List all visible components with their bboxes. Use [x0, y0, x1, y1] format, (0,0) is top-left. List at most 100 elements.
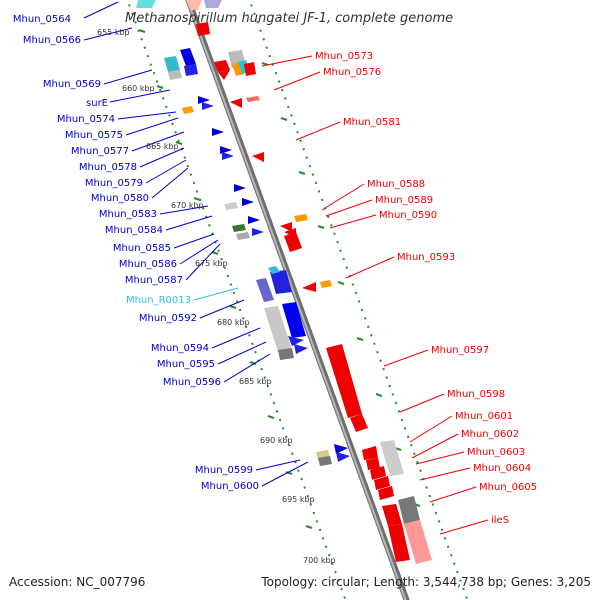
gene-label[interactable]: Mhun_0594: [151, 343, 209, 354]
gene-feature: [168, 70, 182, 80]
gene-feature: [326, 344, 362, 418]
gene-feature: [336, 452, 350, 462]
gene-label[interactable]: Mhun_0584: [105, 225, 163, 236]
gene-feature: [362, 446, 378, 460]
gene-label[interactable]: Mhun_0602: [461, 429, 519, 440]
track-ticks: [138, 29, 421, 529]
gene-label[interactable]: Mhun_0576: [323, 67, 381, 78]
gene-label[interactable]: Mhun_0604: [473, 463, 531, 474]
reverse-strand-features: [136, 0, 350, 466]
kbp-tick-label: 675 kbp: [195, 259, 228, 268]
genome-backbone: [185, 0, 410, 600]
gene-label[interactable]: Mhun_0588: [367, 179, 425, 190]
gene-feature: [264, 306, 292, 352]
gene-feature: [222, 152, 234, 160]
kbp-tick-label: 665 kbp: [146, 142, 179, 151]
gene-feature: [294, 344, 308, 354]
gene-feature: [374, 476, 390, 490]
gene-label[interactable]: Mhun_0595: [157, 359, 215, 370]
label-leaders: [83, 1, 489, 535]
gene-feature: [230, 98, 242, 108]
gene-label[interactable]: Mhun_0577: [71, 146, 129, 157]
gene-label[interactable]: Mhun_R0013: [126, 295, 191, 306]
kbp-tick-label: 660 kbp: [122, 84, 155, 93]
genome-summary-text: Topology: circular; Length: 3,544,738 bp…: [260, 575, 591, 589]
gene-label[interactable]: Mhun_0573: [315, 51, 373, 62]
gene-feature: [366, 458, 380, 470]
gene-feature: [282, 302, 306, 338]
gene-label[interactable]: Mhun_0569: [43, 79, 101, 90]
gene-feature: [236, 232, 250, 240]
kbp-tick-label: 655 kbp: [97, 28, 130, 37]
gene-label[interactable]: Mhun_0600: [201, 481, 259, 492]
gene-feature: [220, 146, 232, 154]
gene-label[interactable]: Mhun_0593: [397, 252, 455, 263]
forward-strand-features: [186, 0, 432, 564]
gene-feature: [184, 64, 198, 76]
gene-label[interactable]: Mhun_0579: [85, 178, 143, 189]
gene-label[interactable]: Mhun_0574: [57, 114, 115, 125]
gene-feature: [246, 96, 260, 102]
gene-feature: [198, 96, 210, 104]
gene-feature: [278, 348, 294, 360]
gene-label[interactable]: Mhun_0599: [195, 465, 253, 476]
gene-label[interactable]: Mhun_0598: [447, 389, 505, 400]
gene-label[interactable]: Mhun_0581: [343, 117, 401, 128]
gene-feature: [350, 414, 368, 432]
gene-feature: [318, 456, 332, 466]
gene-feature: [196, 22, 210, 36]
gene-feature: [248, 216, 260, 224]
gene-label[interactable]: Mhun_0596: [163, 377, 221, 388]
gene-label[interactable]: Mhun_0590: [379, 210, 437, 221]
kbp-tick-label: 685 kbp: [239, 377, 272, 386]
gene-label[interactable]: Mhun_0564: [13, 14, 71, 25]
gene-label[interactable]: surE: [86, 98, 108, 109]
gene-feature: [252, 152, 264, 162]
gene-label[interactable]: Mhun_0585: [113, 243, 171, 254]
gene-label[interactable]: Mhun_0580: [91, 193, 149, 204]
gene-label[interactable]: Mhun_0605: [479, 482, 537, 493]
gene-label[interactable]: Mhun_0578: [79, 162, 137, 173]
gene-feature: [380, 440, 404, 476]
kbp-tick-label: 700 kbp: [303, 556, 336, 565]
gene-feature: [234, 184, 246, 192]
map-title: Methanospirillum hungatei JF-1, complete…: [125, 11, 453, 26]
gene-feature: [218, 70, 230, 80]
gene-label[interactable]: Mhun_0586: [119, 259, 177, 270]
gene-feature: [270, 270, 292, 294]
gene-label[interactable]: ileS: [491, 515, 509, 526]
gene-feature: [288, 336, 304, 346]
kbp-tick-label: 690 kbp: [260, 436, 293, 445]
gene-label[interactable]: Mhun_0601: [455, 411, 513, 422]
gene-feature: [280, 222, 292, 232]
gene-feature: [232, 224, 246, 232]
reverse-gene-labels: Mhun_0564 Mhun_0566 Mhun_0569 surE Mhun_…: [13, 14, 259, 492]
accession-text: Accession: NC_007796: [9, 575, 145, 589]
gene-feature: [186, 0, 202, 10]
gene-feature: [370, 466, 386, 480]
gene-feature: [212, 128, 224, 136]
gene-label[interactable]: Mhun_0566: [23, 35, 81, 46]
gene-label[interactable]: Mhun_0597: [431, 345, 489, 356]
gene-feature: [242, 198, 254, 206]
gene-label[interactable]: Mhun_0603: [467, 447, 525, 458]
kbp-tick-labels: 655 kbp 660 kbp 665 kbp 670 kbp 675 kbp …: [97, 28, 336, 565]
gene-feature: [202, 102, 214, 110]
gene-feature: [244, 62, 256, 76]
gene-label[interactable]: Mhun_0583: [99, 209, 157, 220]
gene-feature: [388, 524, 410, 562]
gene-feature: [294, 214, 308, 222]
gene-label[interactable]: Mhun_0589: [375, 195, 433, 206]
gene-feature: [334, 444, 348, 454]
gene-feature: [404, 520, 432, 564]
forward-gene-labels: Mhun_0573 Mhun_0576 Mhun_0581 Mhun_0588 …: [315, 51, 537, 526]
gene-label[interactable]: Mhun_0575: [65, 130, 123, 141]
gene-feature: [382, 504, 402, 526]
gene-label[interactable]: Mhun_0592: [139, 313, 197, 324]
gene-feature: [182, 106, 194, 114]
gene-feature: [398, 496, 420, 524]
gene-feature: [252, 228, 264, 236]
gene-label[interactable]: Mhun_0587: [125, 275, 183, 286]
kbp-tick-label: 695 kbp: [282, 495, 315, 504]
